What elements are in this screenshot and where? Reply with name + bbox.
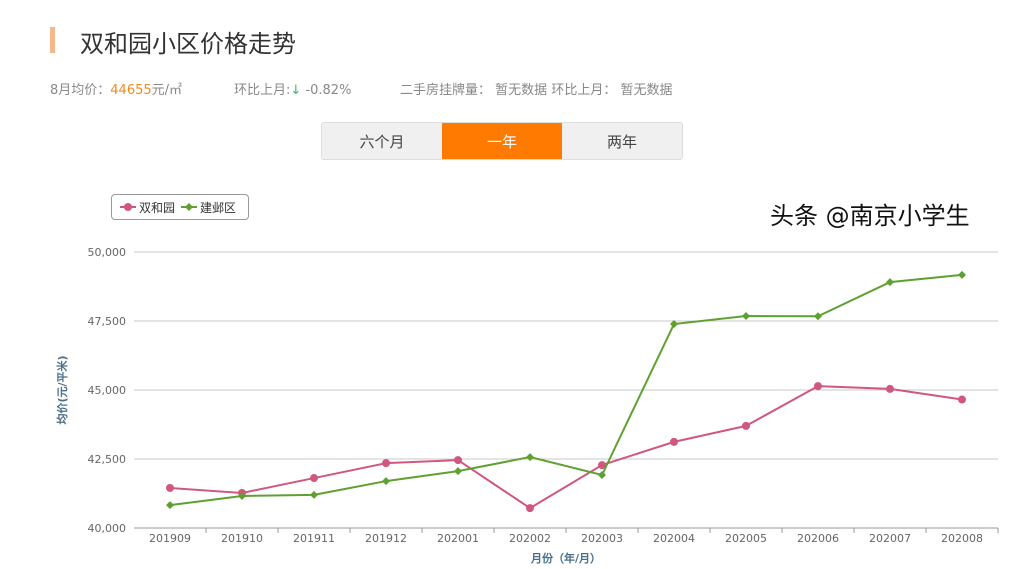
legend-item-jianye[interactable]: 建邺区 xyxy=(181,199,236,216)
series-line-1 xyxy=(169,273,963,507)
listing-mom-value: 暂无数据 xyxy=(620,83,673,98)
x-axis-title: 月份（年/月） xyxy=(530,551,601,565)
data-point[interactable] xyxy=(598,471,606,480)
mom-label: 环比上月: xyxy=(234,83,291,98)
data-point[interactable] xyxy=(814,312,822,321)
legend-item-shuangheyuan[interactable]: 双和园 xyxy=(120,199,175,216)
tab-six-months[interactable]: 六个月 xyxy=(359,132,405,151)
y-axis-title: 均价(元/平米) xyxy=(55,355,69,424)
y-tick-label: 45,000 xyxy=(88,384,127,397)
data-point[interactable] xyxy=(742,421,750,430)
circle-marker-icon xyxy=(120,203,136,211)
avg-value: 44655 xyxy=(110,83,152,98)
x-tick-label: 201909 xyxy=(149,532,191,545)
data-point[interactable] xyxy=(598,461,606,470)
x-tick-label: 201910 xyxy=(221,532,263,545)
data-point[interactable] xyxy=(742,312,750,321)
data-point[interactable] xyxy=(670,437,678,446)
y-tick-label: 40,000 xyxy=(88,522,127,535)
listing-label: 二手房挂牌量： xyxy=(400,83,492,98)
data-point[interactable] xyxy=(166,501,174,510)
x-tick-label: 202002 xyxy=(509,532,551,545)
series-line-0 xyxy=(169,385,963,510)
listing-value: 暂无数据 xyxy=(495,83,548,98)
x-tick-label: 201912 xyxy=(365,532,407,545)
chart-legend: 双和园 建邺区 xyxy=(111,194,249,220)
data-point[interactable] xyxy=(238,491,246,500)
legend-label: 建邺区 xyxy=(200,200,237,215)
data-point[interactable] xyxy=(166,483,174,492)
data-point[interactable] xyxy=(382,459,390,468)
y-tick-label: 50,000 xyxy=(88,246,127,259)
tab-two-years[interactable]: 两年 xyxy=(606,132,637,151)
x-tick-label: 202001 xyxy=(437,532,479,545)
data-point[interactable] xyxy=(310,474,318,483)
data-point[interactable] xyxy=(526,504,534,513)
x-tick-label: 202006 xyxy=(797,532,839,545)
data-point[interactable] xyxy=(310,490,318,499)
avg-price: 8月均价：44655元/㎡ xyxy=(50,79,182,98)
legend-label: 双和园 xyxy=(139,200,176,215)
avg-label: 8月均价： xyxy=(50,83,111,98)
page-title: 双和园小区价格走势 xyxy=(80,30,296,58)
data-point[interactable] xyxy=(814,382,822,391)
data-point[interactable] xyxy=(670,320,678,329)
x-tick-label: 202007 xyxy=(869,532,911,545)
x-tick-label: 201911 xyxy=(293,532,335,545)
x-tick-label: 202005 xyxy=(725,532,767,545)
title-accent xyxy=(50,27,55,53)
watermark: 头条 @南京小学生 xyxy=(770,202,970,230)
data-point[interactable] xyxy=(454,456,462,465)
data-point[interactable] xyxy=(958,270,966,279)
x-tick-label: 202004 xyxy=(653,532,695,545)
period-tabs: 六个月 一年 两年 xyxy=(321,122,683,160)
y-tick-label: 47,500 xyxy=(88,315,127,328)
diamond-marker-icon xyxy=(181,203,198,211)
x-tick-label: 202003 xyxy=(581,532,623,545)
x-tick-label: 202008 xyxy=(941,532,983,545)
data-point[interactable] xyxy=(382,477,390,486)
listing-mom-label: 环比上月： xyxy=(551,83,617,98)
data-point[interactable] xyxy=(886,278,894,287)
listing-info: 二手房挂牌量： 暂无数据 环比上月： 暂无数据 xyxy=(400,79,672,98)
mom-change: 环比上月:↓ -0.82% xyxy=(234,79,351,98)
data-point[interactable] xyxy=(454,467,462,476)
data-point[interactable] xyxy=(526,453,534,462)
avg-unit: 元/㎡ xyxy=(151,83,183,98)
data-point[interactable] xyxy=(886,384,894,393)
y-tick-label: 42,500 xyxy=(88,453,127,466)
down-arrow-icon: ↓ xyxy=(290,83,302,98)
tab-one-year[interactable]: 一年 xyxy=(442,123,562,159)
data-point[interactable] xyxy=(958,395,966,404)
mom-value: -0.82% xyxy=(305,83,352,98)
